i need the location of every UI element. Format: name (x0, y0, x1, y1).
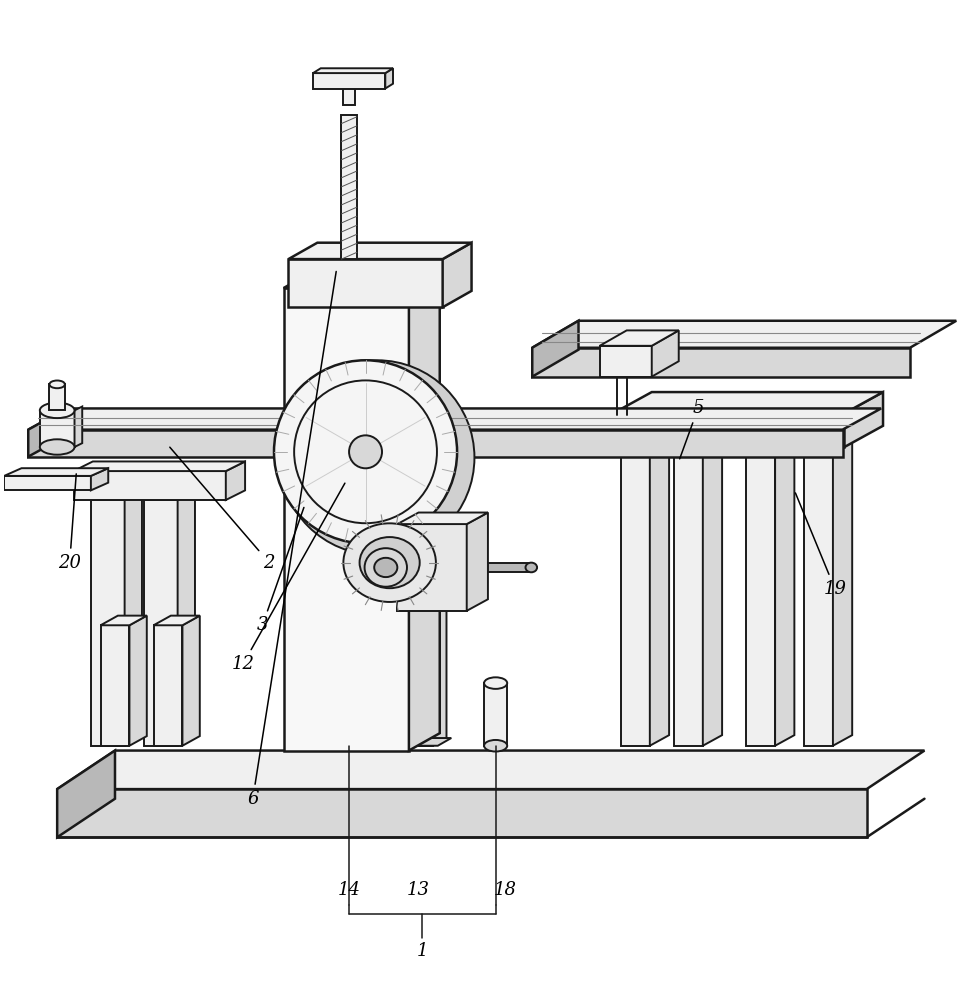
Polygon shape (399, 738, 451, 746)
Ellipse shape (360, 537, 420, 588)
Polygon shape (284, 271, 439, 288)
Polygon shape (533, 321, 578, 377)
Ellipse shape (364, 548, 407, 587)
Polygon shape (313, 73, 385, 89)
Polygon shape (533, 321, 956, 348)
Polygon shape (129, 616, 147, 746)
Text: 3: 3 (257, 507, 304, 634)
Polygon shape (746, 447, 775, 746)
Polygon shape (621, 436, 669, 447)
Polygon shape (178, 490, 195, 746)
Polygon shape (613, 392, 883, 413)
Polygon shape (621, 447, 650, 746)
Polygon shape (746, 436, 794, 447)
Polygon shape (28, 430, 843, 457)
Polygon shape (322, 738, 374, 746)
Polygon shape (289, 259, 442, 307)
Polygon shape (600, 346, 652, 377)
Ellipse shape (484, 677, 507, 689)
Text: 19: 19 (795, 493, 847, 598)
Text: 14: 14 (337, 881, 361, 899)
Polygon shape (75, 407, 83, 447)
Polygon shape (124, 490, 142, 746)
Polygon shape (57, 789, 867, 837)
Polygon shape (40, 410, 75, 447)
Text: 6: 6 (247, 271, 336, 808)
Ellipse shape (40, 403, 75, 418)
Polygon shape (488, 563, 532, 572)
Ellipse shape (484, 740, 507, 752)
Polygon shape (804, 436, 852, 447)
Polygon shape (398, 524, 467, 611)
Polygon shape (144, 490, 195, 500)
Polygon shape (313, 68, 393, 73)
Text: 12: 12 (231, 483, 345, 673)
Polygon shape (91, 500, 124, 746)
Polygon shape (404, 569, 446, 577)
Polygon shape (91, 468, 108, 490)
Text: 1: 1 (417, 942, 428, 960)
Polygon shape (385, 68, 393, 89)
Polygon shape (4, 468, 108, 476)
Ellipse shape (526, 563, 538, 572)
Polygon shape (484, 683, 507, 746)
Polygon shape (144, 500, 178, 746)
Polygon shape (433, 569, 446, 746)
Polygon shape (652, 330, 678, 377)
Polygon shape (28, 408, 67, 457)
Polygon shape (845, 392, 883, 447)
Ellipse shape (343, 78, 355, 84)
Polygon shape (50, 384, 65, 410)
Polygon shape (28, 408, 881, 430)
Text: 20: 20 (58, 474, 82, 572)
Polygon shape (226, 461, 245, 500)
Polygon shape (650, 436, 669, 746)
Polygon shape (674, 447, 703, 746)
Polygon shape (100, 616, 147, 625)
Polygon shape (404, 577, 433, 746)
Text: 2: 2 (170, 447, 275, 572)
Polygon shape (703, 436, 722, 746)
Polygon shape (409, 271, 439, 751)
Polygon shape (284, 288, 409, 751)
Polygon shape (4, 476, 91, 490)
Polygon shape (289, 243, 471, 259)
Text: 18: 18 (494, 881, 517, 899)
Ellipse shape (349, 435, 382, 468)
Polygon shape (674, 436, 722, 447)
Polygon shape (613, 413, 845, 447)
Polygon shape (154, 616, 200, 625)
Polygon shape (57, 751, 115, 837)
Polygon shape (833, 436, 852, 746)
Ellipse shape (274, 360, 457, 543)
Ellipse shape (280, 360, 474, 555)
Polygon shape (91, 490, 142, 500)
Ellipse shape (343, 523, 435, 602)
Polygon shape (804, 447, 833, 746)
Polygon shape (183, 616, 200, 746)
Polygon shape (600, 330, 678, 346)
Polygon shape (775, 436, 794, 746)
Polygon shape (327, 569, 369, 577)
Polygon shape (356, 569, 369, 746)
Polygon shape (341, 115, 357, 259)
Polygon shape (154, 625, 183, 746)
Polygon shape (533, 348, 910, 377)
Ellipse shape (374, 558, 398, 577)
Polygon shape (343, 81, 355, 105)
Text: 5: 5 (679, 399, 704, 459)
Polygon shape (442, 243, 471, 307)
Polygon shape (398, 513, 488, 524)
Polygon shape (74, 461, 245, 471)
Ellipse shape (50, 381, 65, 388)
Polygon shape (100, 625, 129, 746)
Ellipse shape (40, 439, 75, 455)
Polygon shape (327, 577, 356, 746)
Polygon shape (74, 471, 226, 500)
Polygon shape (467, 513, 488, 611)
Text: 13: 13 (407, 881, 430, 899)
Polygon shape (57, 751, 924, 789)
